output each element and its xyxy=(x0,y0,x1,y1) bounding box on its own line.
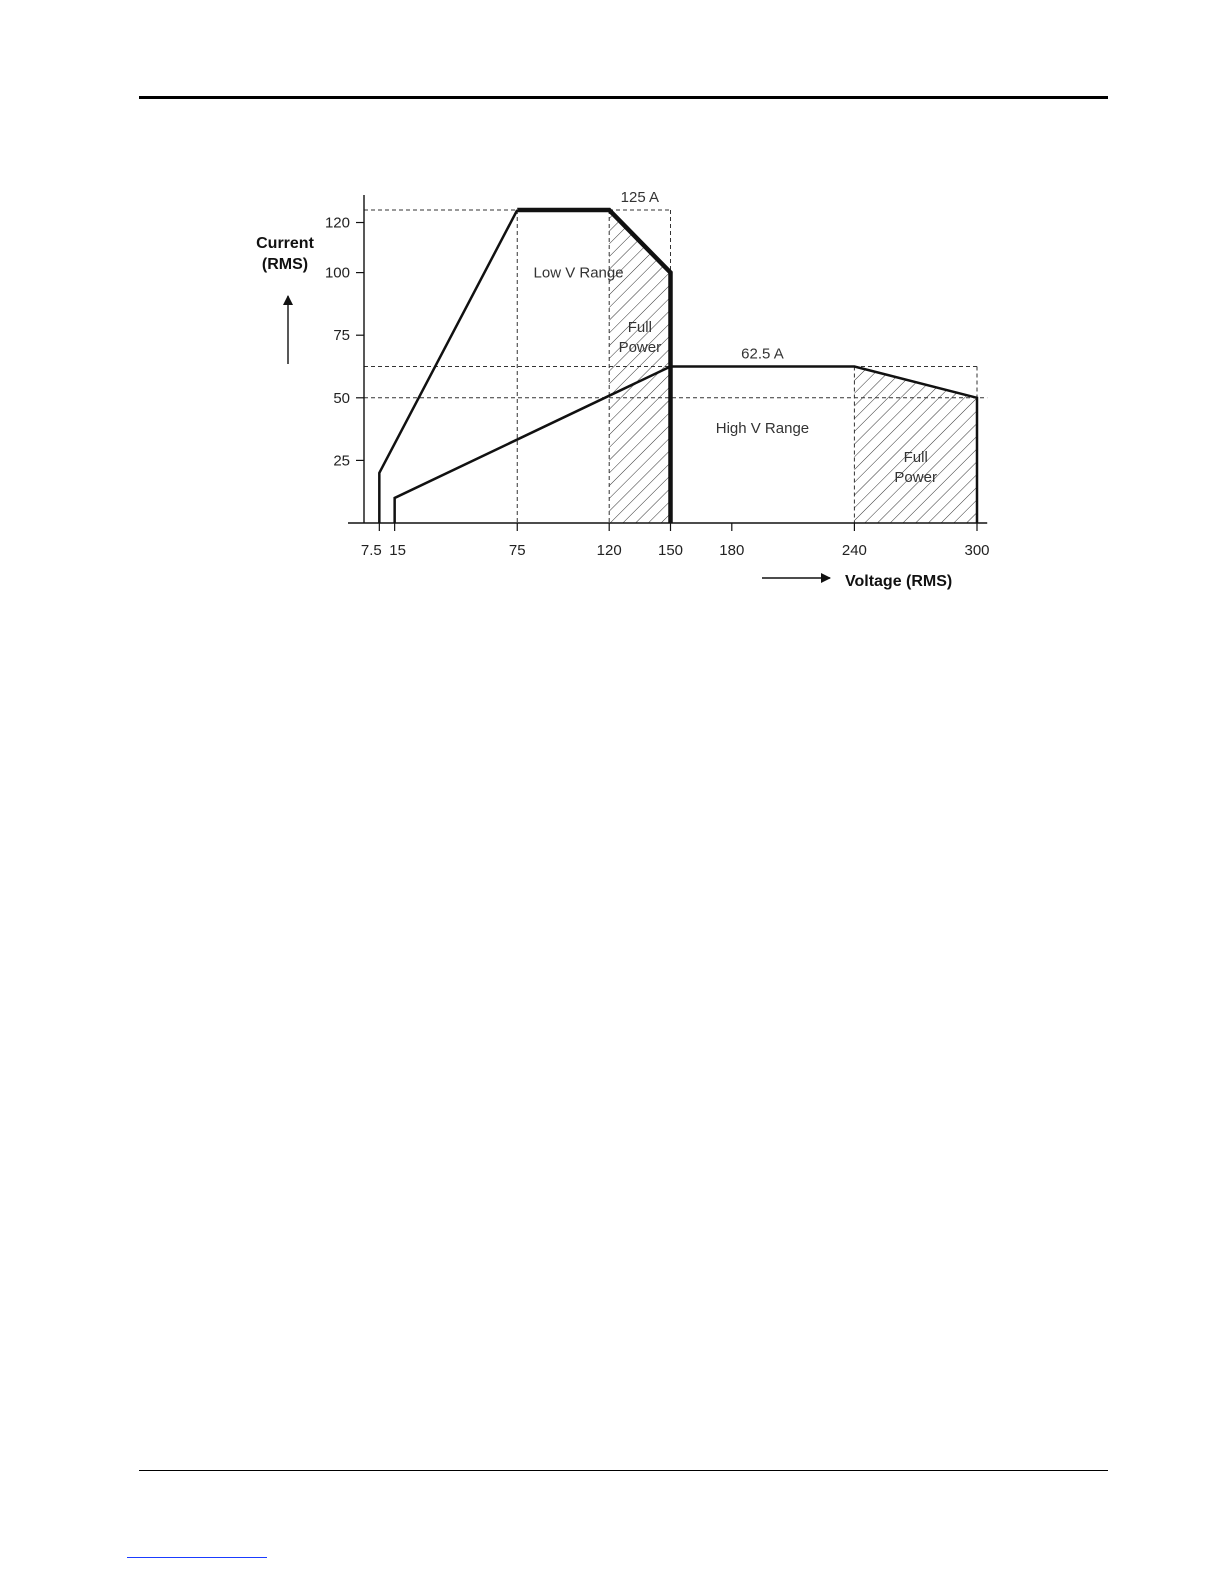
header-rule xyxy=(139,96,1108,99)
x-tick-label-240: 240 xyxy=(842,542,867,559)
footer-rule xyxy=(139,1470,1108,1471)
annotation-high-v-range: High V Range xyxy=(716,420,809,437)
low-range-rise-line xyxy=(378,209,519,523)
annotation-125-a: 125 A xyxy=(621,189,659,206)
high-range-envelope-line xyxy=(393,365,979,523)
full-power-region-2 xyxy=(854,366,977,523)
y-axis-title-line-2: (RMS) xyxy=(262,256,308,273)
y-tick-label-25: 25 xyxy=(333,452,350,469)
low-range-limit-line xyxy=(517,207,673,523)
x-tick-label-150: 150 xyxy=(658,542,683,559)
y-tick-label-120: 120 xyxy=(325,215,350,232)
y-tick-label-75: 75 xyxy=(333,327,350,344)
y-axis-title-line-1: Current xyxy=(256,235,314,252)
full-power-label-1-line-1: Full xyxy=(628,319,652,336)
y-tick-label-50: 50 xyxy=(333,390,350,407)
annotation-62-5-a: 62.5 A xyxy=(741,346,784,363)
full-power-label-1-line-2: Power xyxy=(619,339,662,356)
x-tick-label-300: 300 xyxy=(964,542,989,559)
x-tick-label-180: 180 xyxy=(719,542,744,559)
full-power-label-2-line-2: Power xyxy=(894,469,937,486)
x-tick-label-7-5: 7.5 xyxy=(361,542,382,559)
footer-link-underline xyxy=(127,1557,267,1558)
full-power-label-2-line-1: Full xyxy=(904,449,928,466)
x-tick-label-75: 75 xyxy=(509,542,526,559)
x-tick-label-15: 15 xyxy=(389,542,406,559)
y-tick-label-100: 100 xyxy=(325,265,350,282)
x-axis-title: Voltage (RMS) xyxy=(845,573,952,590)
annotation-low-v-range: Low V Range xyxy=(534,265,624,282)
x-tick-label-120: 120 xyxy=(597,542,622,559)
